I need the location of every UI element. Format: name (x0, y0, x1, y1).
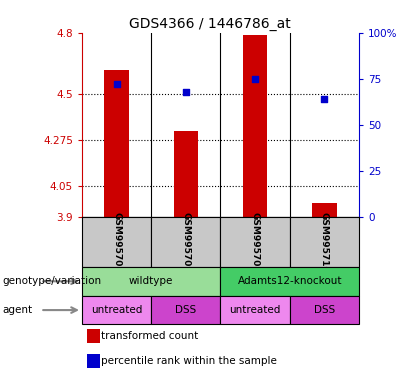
Text: agent: agent (2, 305, 32, 315)
Bar (82, 217, 151, 267)
Text: DSS: DSS (175, 305, 197, 315)
Bar (243, 35, 267, 217)
Point (252, 76, 259, 82)
Bar (82, 296, 151, 324)
Text: transformed count: transformed count (101, 331, 198, 341)
Text: GSM995707: GSM995707 (112, 212, 121, 272)
Text: untreated: untreated (229, 305, 281, 315)
Bar (290, 296, 359, 324)
Text: DSS: DSS (314, 305, 335, 315)
Text: percentile rank within the sample: percentile rank within the sample (101, 356, 277, 366)
Bar (220, 296, 290, 324)
Text: wildtype: wildtype (129, 276, 173, 286)
Point (182, 89, 189, 95)
Bar (87, 354, 100, 368)
Text: GSM995708: GSM995708 (251, 212, 260, 272)
Point (113, 81, 120, 87)
Bar (105, 70, 129, 217)
Bar (87, 329, 100, 343)
Bar (174, 131, 198, 217)
Bar (151, 296, 220, 324)
Bar (290, 217, 359, 267)
Bar (312, 203, 336, 217)
Text: untreated: untreated (91, 305, 142, 315)
Text: GDS4366 / 1446786_at: GDS4366 / 1446786_at (129, 17, 291, 31)
Bar (220, 267, 359, 296)
Text: GSM995709: GSM995709 (181, 212, 190, 272)
Text: Adamts12-knockout: Adamts12-knockout (238, 276, 342, 286)
Text: genotype/variation: genotype/variation (2, 276, 101, 286)
Bar (82, 267, 220, 296)
Text: GSM995710: GSM995710 (320, 212, 329, 272)
Point (321, 96, 328, 102)
Bar (151, 217, 220, 267)
Bar (220, 217, 290, 267)
